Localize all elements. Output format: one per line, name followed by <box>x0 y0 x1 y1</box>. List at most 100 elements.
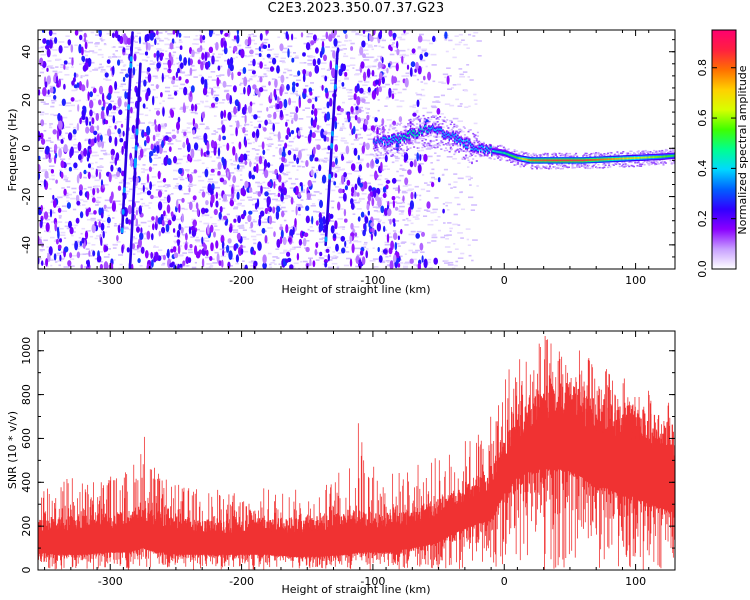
noise-speck <box>195 236 199 239</box>
noise-speck <box>361 152 365 155</box>
noise-speck <box>140 192 147 194</box>
noise-speck <box>250 235 257 238</box>
noise-blob <box>379 30 383 36</box>
noise-speck <box>220 255 227 258</box>
noise-speck <box>395 243 400 245</box>
track-halo-speck <box>594 163 596 166</box>
noise-blob <box>242 153 248 161</box>
noise-speck <box>270 105 276 107</box>
noise-blob <box>358 164 363 172</box>
track-halo-speck <box>531 165 534 167</box>
noise-speck <box>396 170 399 173</box>
noise-speck <box>387 261 390 263</box>
noise-blob <box>87 91 90 101</box>
track-halo-speck <box>437 144 440 146</box>
noise-speck <box>363 243 368 246</box>
noise-speck <box>140 198 144 201</box>
track-halo-speck <box>602 162 605 164</box>
noise-speck <box>373 210 378 212</box>
noise-blob <box>182 141 186 149</box>
noise-speck <box>123 148 126 151</box>
track-halo-speck <box>602 163 605 166</box>
noise-speck <box>284 92 288 94</box>
track-halo-speck <box>455 124 458 127</box>
track-halo-speck <box>389 150 392 152</box>
track-halo-speck <box>562 167 564 170</box>
noise-speck <box>167 143 174 145</box>
noise-speck <box>351 31 355 33</box>
noise-blob <box>150 251 154 259</box>
track-halo-speck <box>465 156 468 158</box>
noise-speck <box>107 253 110 256</box>
noise-blob <box>135 209 138 216</box>
noise-blob <box>179 62 184 69</box>
noise-blob <box>280 74 285 84</box>
track-halo-speck <box>428 120 431 123</box>
noise-speck <box>356 208 362 210</box>
noise-speck <box>305 85 309 87</box>
track-halo-speck <box>480 154 483 157</box>
noise-blob <box>283 98 288 109</box>
noise-blob <box>407 169 412 175</box>
noise-blob <box>76 200 81 206</box>
noise-blob <box>393 232 398 241</box>
noise-speck <box>421 50 427 52</box>
noise-speck <box>139 205 144 208</box>
noise-blob <box>177 245 181 255</box>
noise-speck <box>151 184 154 187</box>
noise-blob <box>187 57 191 67</box>
noise-speck <box>384 178 388 180</box>
noise-blob <box>42 87 47 97</box>
track-halo-speck <box>421 125 424 127</box>
noise-speck <box>194 239 201 241</box>
noise-blob <box>327 145 331 151</box>
noise-blob <box>194 245 198 256</box>
noise-blob <box>377 61 382 69</box>
noise-speck <box>304 107 311 109</box>
track-halo-speck <box>511 159 514 161</box>
noise-speck <box>179 108 184 110</box>
track-halo-speck <box>376 149 379 151</box>
noise-speck <box>125 72 131 74</box>
track-halo-speck <box>413 146 416 148</box>
noise-speck <box>350 97 355 100</box>
noise-blob <box>236 120 240 129</box>
noise-speck <box>216 56 221 59</box>
noise-speck <box>331 189 336 192</box>
noise-speck <box>99 38 103 40</box>
noise-speck <box>253 162 257 165</box>
noise-speck <box>219 194 224 196</box>
noise-speck <box>473 31 479 34</box>
noise-speck <box>264 75 268 78</box>
streak-highlight <box>330 142 334 149</box>
track-halo-speck <box>556 155 559 158</box>
noise-blob <box>385 179 391 184</box>
noise-blob <box>183 86 188 96</box>
noise-speck <box>147 220 153 222</box>
noise-speck <box>374 187 379 190</box>
track-halo-speck <box>611 163 614 166</box>
noise-speck <box>108 125 112 128</box>
track-halo-speck <box>375 124 378 127</box>
track-halo-speck <box>426 145 429 147</box>
noise-blob <box>49 87 54 94</box>
track-halo-speck <box>553 153 556 155</box>
noise-speck <box>102 209 108 211</box>
noise-blob <box>224 220 228 226</box>
track-halo-speck <box>475 160 478 162</box>
noise-speck <box>89 70 92 73</box>
noise-speck <box>346 65 350 67</box>
track-halo-speck <box>432 140 434 142</box>
noise-blob <box>91 117 95 125</box>
noise-speck <box>54 261 58 263</box>
track-halo-speck <box>603 154 606 157</box>
noise-blob <box>231 71 234 81</box>
noise-speck <box>94 43 100 45</box>
track-halo-speck <box>416 130 419 132</box>
noise-speck <box>258 169 264 171</box>
track-halo-speck <box>420 117 423 120</box>
track-halo-speck <box>411 123 414 126</box>
noise-speck <box>423 82 428 85</box>
noise-blob <box>323 54 327 62</box>
noise-blob <box>371 90 377 100</box>
